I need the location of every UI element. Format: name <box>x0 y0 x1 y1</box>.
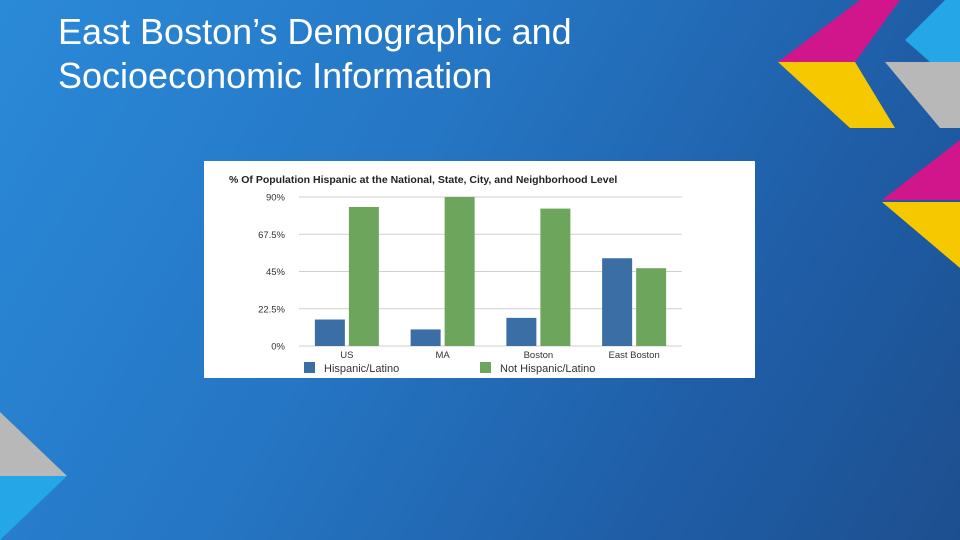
bar-layer <box>314 197 667 346</box>
legend-swatch <box>304 362 315 373</box>
deco-cyan-top <box>905 0 960 62</box>
deco-yellow-mid <box>882 202 960 268</box>
legend: Hispanic/Latino Not Hispanic/Latino <box>304 362 595 375</box>
bar-not-hispanic-latino-boston <box>540 208 571 346</box>
x-tick-label: Boston <box>524 350 554 361</box>
deco-gray-top <box>885 62 960 128</box>
legend-label: Hispanic/Latino <box>324 363 399 375</box>
x-tick-label: East Boston <box>609 350 660 361</box>
y-tick-label: 0% <box>271 342 285 353</box>
y-tick-label: 90% <box>266 193 286 204</box>
deco-cyan-bottom <box>0 476 67 540</box>
y-tick-label: 22.5% <box>258 304 285 315</box>
chart-title: % Of Population Hispanic at the National… <box>229 174 617 186</box>
deco-magenta-top <box>778 0 900 62</box>
chart-panel: % Of Population Hispanic at the National… <box>204 161 755 378</box>
deco-yellow-top <box>778 62 895 128</box>
slide-title: East Boston’s Demographic and Socioecono… <box>58 11 572 96</box>
y-tick-label: 45% <box>266 267 286 278</box>
legend-swatch <box>480 362 491 373</box>
y-tick-label: 67.5% <box>258 230 285 241</box>
bar-not-hispanic-latino-ma <box>444 197 475 346</box>
bar-hispanic-latino-boston <box>506 317 537 346</box>
label-layer: 0% 22.5% 45% 67.5% 90% US MA Boston East Boston <box>258 193 660 362</box>
x-tick-label: US <box>340 350 353 361</box>
deco-magenta-mid <box>882 140 960 200</box>
x-tick-label: MA <box>436 350 451 361</box>
bar-hispanic-latino-ma <box>410 329 441 346</box>
legend-label: Not Hispanic/Latino <box>500 363 595 375</box>
deco-gray-bottom <box>0 412 67 476</box>
bar-not-hispanic-latino-us <box>348 206 379 346</box>
bar-hispanic-latino-us <box>314 319 345 346</box>
bar-not-hispanic-latino-east-boston <box>636 268 667 346</box>
bar-hispanic-latino-east-boston <box>602 258 633 346</box>
bar-chart: % Of Population Hispanic at the National… <box>229 174 682 375</box>
